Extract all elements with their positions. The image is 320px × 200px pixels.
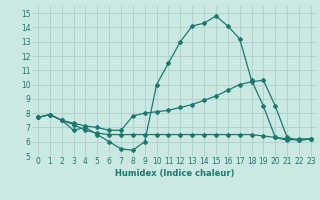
- X-axis label: Humidex (Indice chaleur): Humidex (Indice chaleur): [115, 169, 234, 178]
